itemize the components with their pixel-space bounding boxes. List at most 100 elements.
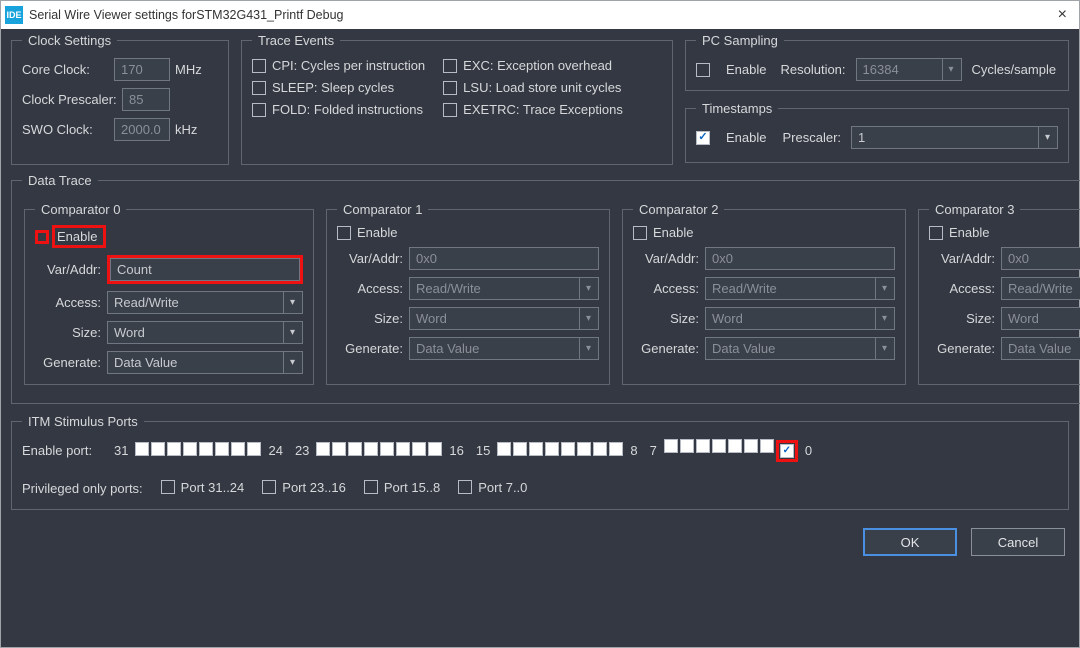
comp0-enable-checkbox[interactable] — [35, 230, 49, 244]
exc-checkbox[interactable] — [443, 59, 457, 73]
comp2-size-select[interactable]: Word▾ — [705, 307, 895, 330]
ts-enable-checkbox[interactable] — [696, 131, 710, 145]
port-checkbox[interactable] — [529, 442, 543, 456]
port-group-31-24: 3124 — [114, 442, 283, 459]
priv-port-checkbox[interactable] — [262, 480, 276, 494]
core-clock-input[interactable] — [114, 58, 170, 81]
clock-prescaler-label: Clock Prescaler: — [22, 92, 122, 107]
comp3-access-select[interactable]: Read/Write▾ — [1001, 277, 1080, 300]
comp0-gen-select[interactable]: Data Value▾ — [107, 351, 303, 374]
comp0-var-input[interactable] — [110, 258, 300, 281]
swo-clock-input[interactable] — [114, 118, 170, 141]
core-clock-unit: MHz — [175, 62, 211, 77]
exetrc-checkbox[interactable] — [443, 103, 457, 117]
comp0-size-select[interactable]: Word▾ — [107, 321, 303, 344]
comp1-var-input[interactable] — [409, 247, 599, 270]
port-checkbox[interactable] — [380, 442, 394, 456]
port-checkbox[interactable] — [609, 442, 623, 456]
port-checkbox[interactable] — [513, 442, 527, 456]
comp2-access-select[interactable]: Read/Write▾ — [705, 277, 895, 300]
comp2-gen-select[interactable]: Data Value▾ — [705, 337, 895, 360]
port-checkbox[interactable] — [199, 442, 213, 456]
port-checkbox[interactable] — [135, 442, 149, 456]
port-checkbox[interactable] — [428, 442, 442, 456]
comp1-gen-select[interactable]: Data Value▾ — [409, 337, 599, 360]
port-checkbox[interactable] — [728, 439, 742, 453]
ok-button[interactable]: OK — [863, 528, 957, 556]
comparator-1-legend: Comparator 1 — [337, 202, 428, 217]
enable-port-label: Enable port: — [22, 443, 102, 458]
comp3-enable-checkbox[interactable] — [929, 226, 943, 240]
comparator-0: Comparator 0EnableVar/Addr:Access:Read/W… — [24, 202, 314, 385]
port-checkbox[interactable] — [593, 442, 607, 456]
lsu-label: LSU: Load store unit cycles — [463, 80, 621, 95]
lsu-checkbox[interactable] — [443, 81, 457, 95]
comp3-gen-select[interactable]: Data Value▾ — [1001, 337, 1080, 360]
comp1-size-select[interactable]: Word▾ — [409, 307, 599, 330]
fold-checkbox[interactable] — [252, 103, 266, 117]
chevron-down-icon: ▾ — [579, 308, 597, 329]
ts-prescaler-select[interactable]: 1▾ — [851, 126, 1058, 149]
port-checkbox[interactable] — [231, 442, 245, 456]
priv-port-checkbox[interactable] — [458, 480, 472, 494]
pc-resolution-select[interactable]: 16384▾ — [856, 58, 962, 81]
comp2-enable-label: Enable — [653, 225, 693, 240]
port-checkbox[interactable] — [412, 442, 426, 456]
comp2-gen-label: Generate: — [633, 341, 699, 356]
chevron-down-icon: ▾ — [875, 338, 893, 359]
comp1-size-label: Size: — [337, 311, 403, 326]
comp0-var-label: Var/Addr: — [35, 262, 101, 277]
comp3-gen-label: Generate: — [929, 341, 995, 356]
port-checkbox[interactable] — [332, 442, 346, 456]
cpi-checkbox[interactable] — [252, 59, 266, 73]
port-checkbox[interactable] — [167, 442, 181, 456]
comparator-0-legend: Comparator 0 — [35, 202, 126, 217]
itm-stimulus-group: ITM Stimulus Ports Enable port: 3124 231… — [11, 414, 1069, 510]
port-checkbox[interactable] — [744, 439, 758, 453]
comp3-size-select[interactable]: Word▾ — [1001, 307, 1080, 330]
close-icon[interactable]: × — [1050, 6, 1075, 24]
port-checkbox[interactable] — [396, 442, 410, 456]
chevron-down-icon: ▾ — [283, 322, 301, 343]
clock-legend: Clock Settings — [22, 33, 117, 48]
chevron-down-icon: ▾ — [942, 59, 960, 80]
port-checkbox[interactable] — [364, 442, 378, 456]
timestamps-group: Timestamps Enable Prescaler: 1▾ — [685, 101, 1069, 163]
clock-prescaler-input[interactable] — [122, 88, 170, 111]
priv-port-checkbox[interactable] — [161, 480, 175, 494]
chevron-down-icon: ▾ — [875, 278, 893, 299]
cancel-button[interactable]: Cancel — [971, 528, 1065, 556]
comp1-enable-checkbox[interactable] — [337, 226, 351, 240]
port-checkbox[interactable] — [497, 442, 511, 456]
comp2-var-input[interactable] — [705, 247, 895, 270]
comp0-access-select[interactable]: Read/Write▾ — [107, 291, 303, 314]
clock-settings-group: Clock Settings Core Clock: MHz Clock Pre… — [11, 33, 229, 165]
port-checkbox[interactable] — [215, 442, 229, 456]
pc-enable-checkbox[interactable] — [696, 63, 710, 77]
port-checkbox[interactable] — [183, 442, 197, 456]
sleep-checkbox[interactable] — [252, 81, 266, 95]
port-checkbox[interactable] — [680, 439, 694, 453]
port-checkbox[interactable] — [348, 442, 362, 456]
port-checkbox[interactable] — [664, 439, 678, 453]
port-0-checkbox[interactable] — [780, 444, 794, 458]
port-checkbox[interactable] — [151, 442, 165, 456]
comp1-access-select[interactable]: Read/Write▾ — [409, 277, 599, 300]
port-checkbox[interactable] — [561, 442, 575, 456]
comp0-size-label: Size: — [35, 325, 101, 340]
port-checkbox[interactable] — [316, 442, 330, 456]
app-icon: IDE — [5, 6, 23, 24]
port-checkbox[interactable] — [760, 439, 774, 453]
comp3-var-input[interactable] — [1001, 247, 1080, 270]
data-trace-group: Data Trace Comparator 0EnableVar/Addr:Ac… — [11, 173, 1080, 404]
comp3-size-label: Size: — [929, 311, 995, 326]
port-checkbox[interactable] — [247, 442, 261, 456]
port-checkbox[interactable] — [712, 439, 726, 453]
pc-unit: Cycles/sample — [972, 62, 1057, 77]
port-checkbox[interactable] — [577, 442, 591, 456]
port-checkbox[interactable] — [545, 442, 559, 456]
comp2-enable-checkbox[interactable] — [633, 226, 647, 240]
port-checkbox[interactable] — [696, 439, 710, 453]
trace-events-group: Trace Events CPI: Cycles per instruction… — [241, 33, 673, 165]
priv-port-checkbox[interactable] — [364, 480, 378, 494]
